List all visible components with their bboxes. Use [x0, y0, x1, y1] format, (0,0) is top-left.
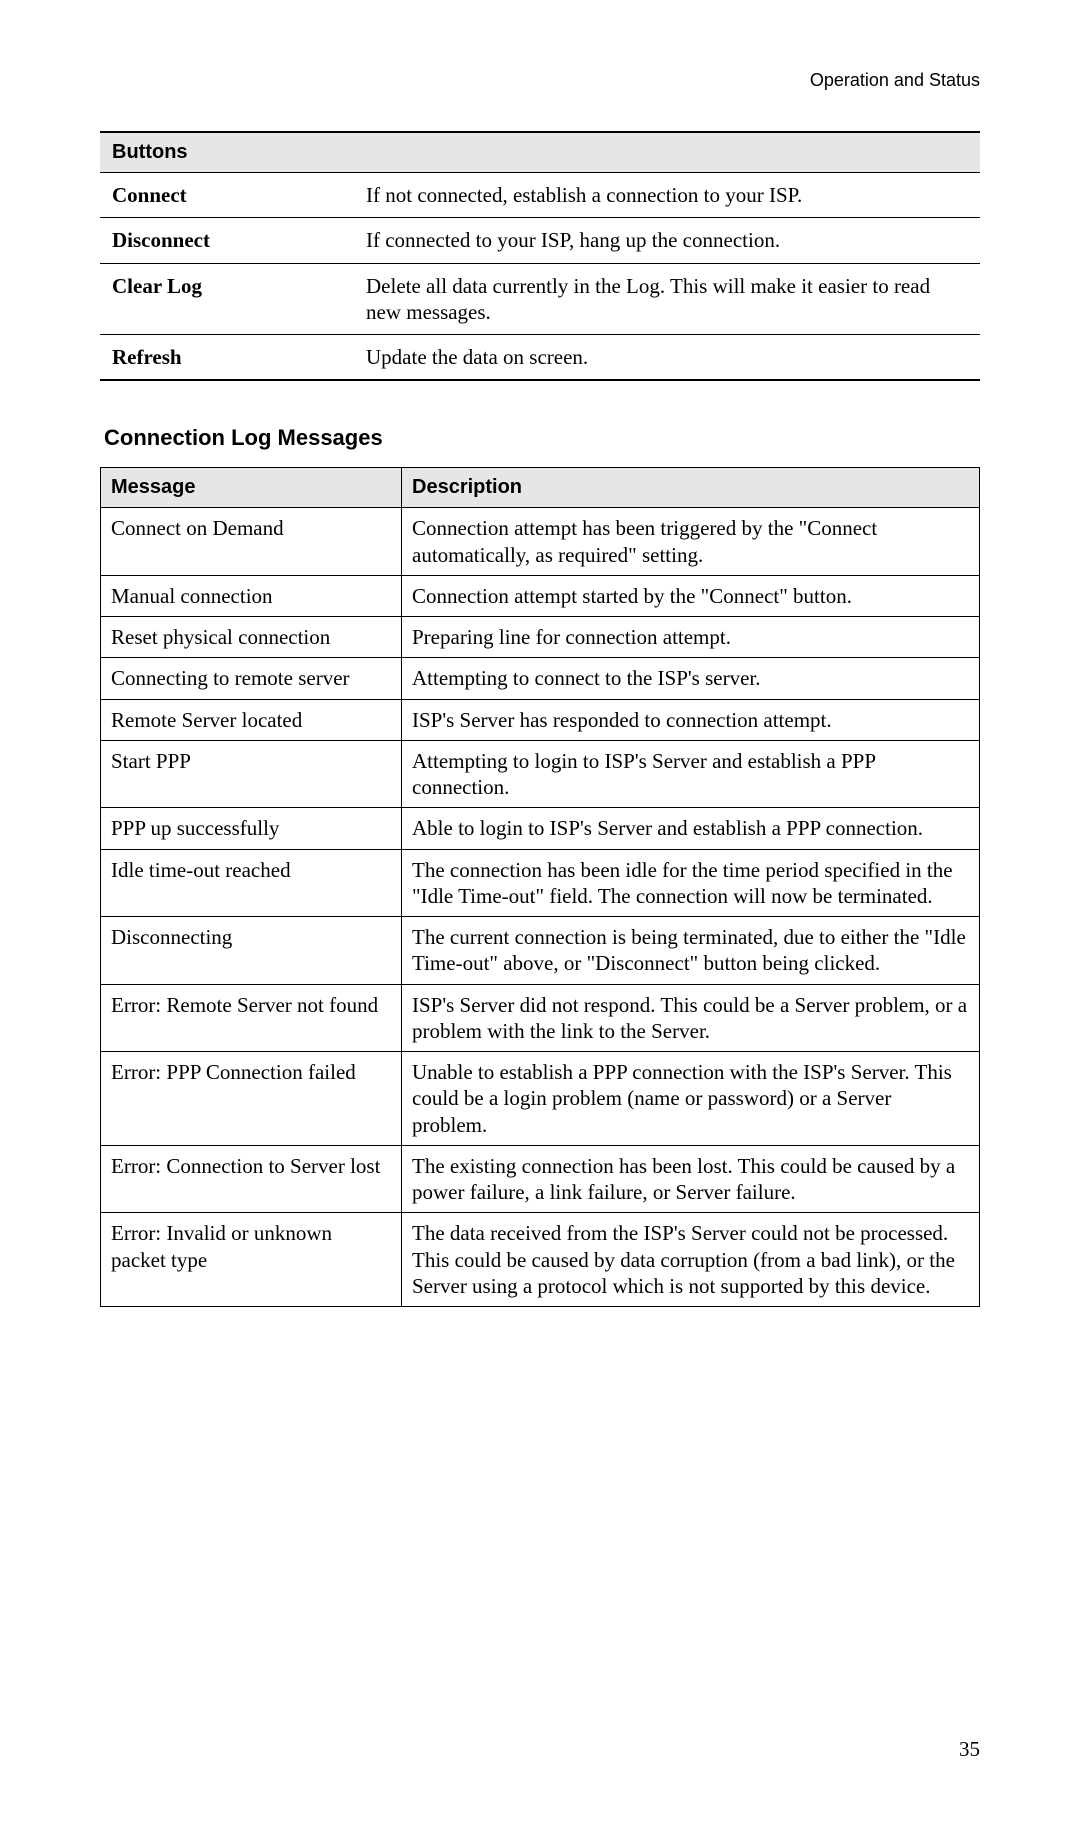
- log-msg: Error: Remote Server not found: [101, 984, 402, 1052]
- log-desc: Attempting to connect to the ISP's serve…: [402, 658, 980, 699]
- table-row: Remote Server located ISP's Server has r…: [101, 699, 980, 740]
- log-msg: Reset physical connection: [101, 617, 402, 658]
- buttons-row-label: Clear Log: [100, 263, 354, 335]
- table-row: Error: Connection to Server lost The exi…: [101, 1145, 980, 1213]
- table-row: Disconnect If connected to your ISP, han…: [100, 218, 980, 263]
- table-row: Connect on Demand Connection attempt has…: [101, 508, 980, 576]
- log-msg: Error: Invalid or unknown packet type: [101, 1213, 402, 1307]
- table-row: Manual connection Connection attempt sta…: [101, 575, 980, 616]
- buttons-row-value: Update the data on screen.: [354, 335, 980, 381]
- log-desc: Connection attempt started by the "Conne…: [402, 575, 980, 616]
- log-col-message: Message: [101, 468, 402, 508]
- log-msg: Error: Connection to Server lost: [101, 1145, 402, 1213]
- log-desc: Preparing line for connection attempt.: [402, 617, 980, 658]
- buttons-row-value: If connected to your ISP, hang up the co…: [354, 218, 980, 263]
- page-number: 35: [959, 1737, 980, 1762]
- table-row: Start PPP Attempting to login to ISP's S…: [101, 740, 980, 808]
- table-row: Connecting to remote server Attempting t…: [101, 658, 980, 699]
- log-msg: PPP up successfully: [101, 808, 402, 849]
- document-page: Operation and Status Buttons Connect If …: [0, 0, 1080, 1822]
- table-row: PPP up successfully Able to login to ISP…: [101, 808, 980, 849]
- log-msg: Manual connection: [101, 575, 402, 616]
- log-desc: The existing connection has been lost. T…: [402, 1145, 980, 1213]
- log-msg: Disconnecting: [101, 917, 402, 985]
- table-row: Connect If not connected, establish a co…: [100, 173, 980, 218]
- table-row: Reset physical connection Preparing line…: [101, 617, 980, 658]
- log-section-heading: Connection Log Messages: [104, 425, 980, 451]
- log-msg: Idle time-out reached: [101, 849, 402, 917]
- table-row: Error: Invalid or unknown packet type Th…: [101, 1213, 980, 1307]
- table-row: Error: PPP Connection failed Unable to e…: [101, 1052, 980, 1146]
- log-desc: Connection attempt has been triggered by…: [402, 508, 980, 576]
- log-msg: Connect on Demand: [101, 508, 402, 576]
- log-desc: The current connection is being terminat…: [402, 917, 980, 985]
- buttons-row-value: Delete all data currently in the Log. Th…: [354, 263, 980, 335]
- buttons-table: Buttons Connect If not connected, establ…: [100, 131, 980, 381]
- log-msg: Start PPP: [101, 740, 402, 808]
- buttons-row-label: Disconnect: [100, 218, 354, 263]
- log-desc: The connection has been idle for the tim…: [402, 849, 980, 917]
- log-desc: Unable to establish a PPP connection wit…: [402, 1052, 980, 1146]
- log-desc: ISP's Server has responded to connection…: [402, 699, 980, 740]
- log-msg: Error: PPP Connection failed: [101, 1052, 402, 1146]
- log-msg: Remote Server located: [101, 699, 402, 740]
- log-col-description: Description: [402, 468, 980, 508]
- log-desc: Able to login to ISP's Server and establ…: [402, 808, 980, 849]
- table-row: Idle time-out reached The connection has…: [101, 849, 980, 917]
- buttons-row-value: If not connected, establish a connection…: [354, 173, 980, 218]
- log-desc: The data received from the ISP's Server …: [402, 1213, 980, 1307]
- page-header-text: Operation and Status: [100, 70, 980, 91]
- table-row: Clear Log Delete all data currently in t…: [100, 263, 980, 335]
- log-desc: Attempting to login to ISP's Server and …: [402, 740, 980, 808]
- table-row: Error: Remote Server not found ISP's Ser…: [101, 984, 980, 1052]
- log-desc: ISP's Server did not respond. This could…: [402, 984, 980, 1052]
- table-row: Refresh Update the data on screen.: [100, 335, 980, 381]
- log-msg: Connecting to remote server: [101, 658, 402, 699]
- buttons-row-label: Refresh: [100, 335, 354, 381]
- buttons-table-header: Buttons: [100, 132, 980, 173]
- log-messages-table: Message Description Connect on Demand Co…: [100, 467, 980, 1307]
- buttons-row-label: Connect: [100, 173, 354, 218]
- table-row: Disconnecting The current connection is …: [101, 917, 980, 985]
